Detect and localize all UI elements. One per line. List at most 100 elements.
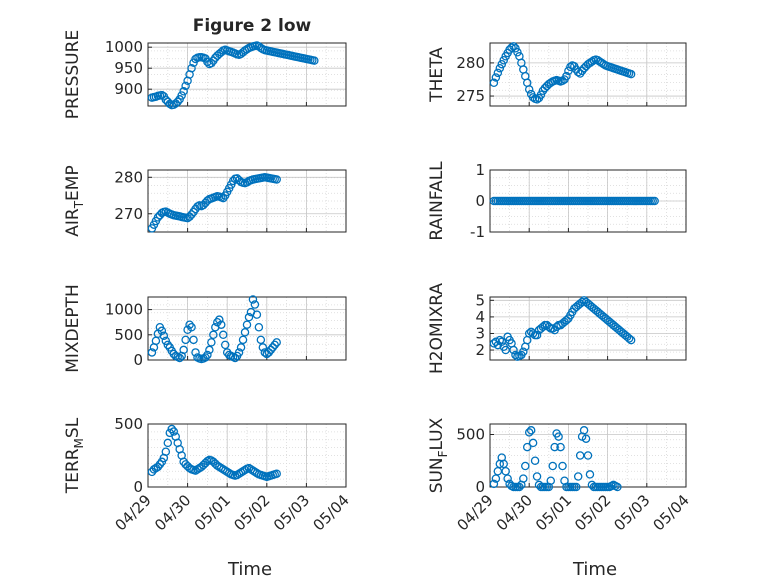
panel-7-marker [526, 426, 536, 435]
panel-0-ytick-label: 900 [114, 80, 143, 98]
panel-1-marker [626, 69, 636, 79]
panel-0-marker [191, 54, 200, 64]
panel-7-ylabel-part: LUX [427, 417, 447, 450]
panel-0-ylabel: PRESSURE [63, 30, 83, 119]
panel-1-ytick-label: 275 [456, 87, 485, 105]
panel-0-marker [177, 91, 186, 100]
panel-1-marker [495, 63, 505, 73]
panel-5-ytick-label: 5 [475, 291, 485, 309]
panel-6-marker [240, 465, 250, 475]
panel-1-marker [491, 73, 501, 82]
panel-0-marker [179, 87, 188, 96]
panel-6-ytick-label: 500 [114, 415, 143, 433]
panel-7-marker [571, 482, 581, 492]
panel-1-marker [511, 44, 520, 53]
panel-4-marker [191, 348, 200, 357]
panel-5-marker [577, 297, 587, 307]
panel-4-marker [218, 330, 228, 340]
panel-6-marker [161, 447, 171, 456]
panel-2-marker [187, 210, 196, 219]
panel-4-marker [203, 350, 212, 360]
panel-0-ytick-label: 950 [114, 59, 143, 77]
panel-0-marker [181, 81, 190, 91]
panel-0-marker [310, 56, 319, 65]
panel-0-marker [207, 58, 216, 68]
panel-5-ylabel: H2OMIXRA [427, 283, 447, 374]
panel-6-ylabel-part: TERR [63, 448, 83, 494]
panel-4-marker [236, 343, 246, 352]
panel-6-marker [163, 438, 173, 448]
panel-2: 270 280 AIRTEMP [63, 165, 347, 237]
panel-4-marker [270, 340, 279, 350]
panel-6-ylabel: TERRMSL [63, 417, 86, 494]
panel-4-marker [220, 340, 230, 350]
panel-7-marker [519, 474, 528, 483]
panel-4-marker [230, 353, 240, 363]
panel-4-ytick-label: 1000 [105, 301, 143, 319]
panel-5-marker [626, 335, 636, 345]
panel-3-marker [650, 196, 659, 206]
panel-4-marker [250, 300, 260, 309]
panel-4-marker [205, 345, 214, 355]
panel-1-ylabel: THETA [427, 47, 447, 103]
panel-4: 0 500 1000 MIXDEPTH [63, 284, 347, 373]
panel-5-marker [532, 330, 542, 340]
panel-4-marker [248, 295, 258, 304]
panel-5-marker [509, 345, 518, 355]
panel-5-ytick-label: 2 [475, 341, 485, 359]
panel-7-marker [522, 442, 532, 452]
panel-6-marker [167, 424, 177, 434]
panel-4-marker [238, 335, 248, 345]
panel-1-marker [489, 78, 499, 88]
panel-7-marker [556, 442, 565, 452]
panel-1-marker [524, 85, 534, 94]
panel-1-marker [562, 71, 571, 81]
panel-4-marker [252, 310, 262, 319]
panel-7-marker [613, 482, 622, 492]
panel-2-axes-box [147, 169, 347, 233]
panel-4-marker [189, 335, 198, 345]
panel-4-marker [240, 328, 250, 337]
panel-4-ytick-label: 0 [133, 351, 143, 369]
panel-7-marker [579, 426, 589, 435]
panel-4-marker [187, 322, 196, 332]
panel-7-ytick-label: 500 [456, 426, 485, 444]
panel-4-axes-box [147, 296, 347, 361]
panel-3-ytick-label: 1 [475, 161, 485, 179]
panel-6-ylabel-subscript: M [72, 438, 86, 448]
panel-4-marker [179, 345, 188, 355]
panel-1-marker [536, 90, 546, 99]
panel-6-marker [169, 427, 178, 436]
panel-4-marker [254, 322, 264, 332]
panel-5-ytick-label: 4 [475, 308, 485, 326]
panel-7-marker [581, 434, 591, 443]
panel-7-marker [558, 461, 567, 471]
panel-7-marker [530, 456, 540, 465]
panel-0-marker [173, 97, 182, 107]
panel-2-marker [218, 193, 228, 203]
panel-6-ylabel-part: SL [63, 417, 83, 438]
panel-4-marker [161, 336, 171, 346]
panel-4-marker [175, 353, 184, 363]
panel-4-marker [201, 353, 210, 362]
panel-7-axes-box [489, 423, 687, 488]
panel-4-marker [244, 312, 254, 322]
panel-1-marker [513, 48, 522, 57]
panel-3-ytick-label: 0 [475, 192, 485, 210]
panel-7-marker [532, 472, 542, 481]
panel-0-axes-box [147, 42, 347, 107]
panel-5-axes-box [489, 296, 687, 361]
panel-5-marker [497, 337, 507, 347]
panel-1-marker [499, 55, 508, 65]
panel-4-marker [272, 338, 281, 347]
panel-4-marker [157, 326, 167, 336]
panel-0: 900 950 1000 PRESSURE [63, 30, 347, 119]
panel-7-marker [548, 461, 557, 471]
panel-6-ytick-label: 0 [133, 478, 143, 496]
panel-0-marker [203, 57, 212, 67]
panel-2-ytick-label: 270 [114, 205, 143, 223]
panel-4-marker [181, 335, 190, 345]
panel-7-marker [554, 432, 563, 441]
panel-7-ylabel: SUNFLUX [427, 417, 450, 493]
